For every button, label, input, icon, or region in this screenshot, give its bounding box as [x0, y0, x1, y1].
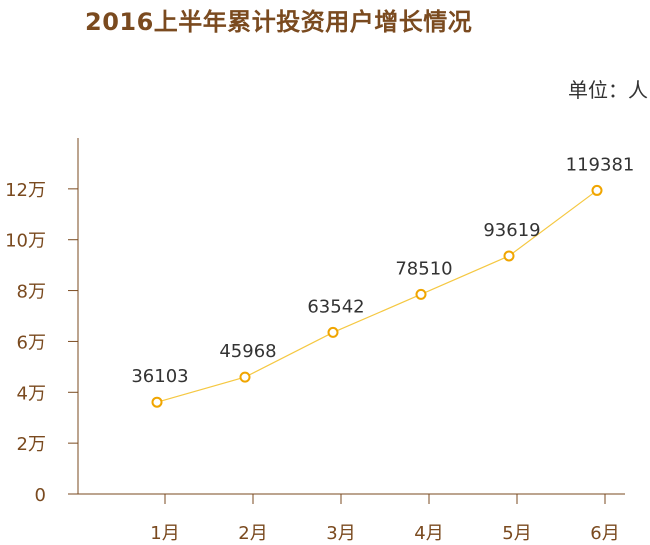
y-tick-label: 8万	[17, 282, 46, 303]
unit-label: 单位：人	[568, 78, 648, 102]
data-label: 78510	[395, 258, 452, 279]
y-tick-label: 4万	[17, 383, 46, 404]
data-label: 93619	[483, 220, 540, 241]
data-label: 63542	[307, 296, 364, 317]
data-point	[415, 288, 427, 300]
data-point	[503, 250, 515, 262]
y-tick-label: 0	[35, 485, 46, 506]
y-tick-label: 12万	[5, 180, 46, 201]
y-tick-label: 2万	[17, 434, 46, 455]
data-point	[327, 326, 339, 338]
data-point	[151, 396, 163, 408]
x-tick-label: 3月	[326, 523, 355, 544]
series-line	[156, 189, 598, 403]
data-point	[591, 184, 603, 196]
x-tick-label: 4月	[414, 523, 443, 544]
data-label: 36103	[131, 366, 188, 387]
x-tick-label: 2月	[238, 523, 267, 544]
y-tick-label: 6万	[17, 332, 46, 353]
y-tick-label: 10万	[5, 231, 46, 252]
data-point	[239, 371, 251, 383]
x-tick-label: 1月	[150, 523, 179, 544]
data-label: 119381	[566, 154, 635, 175]
x-tick-label: 5月	[502, 523, 531, 544]
x-tick-label: 6月	[590, 523, 619, 544]
chart-title: 2016上半年累计投资用户增长情况	[85, 8, 473, 36]
data-label: 45968	[219, 341, 276, 362]
